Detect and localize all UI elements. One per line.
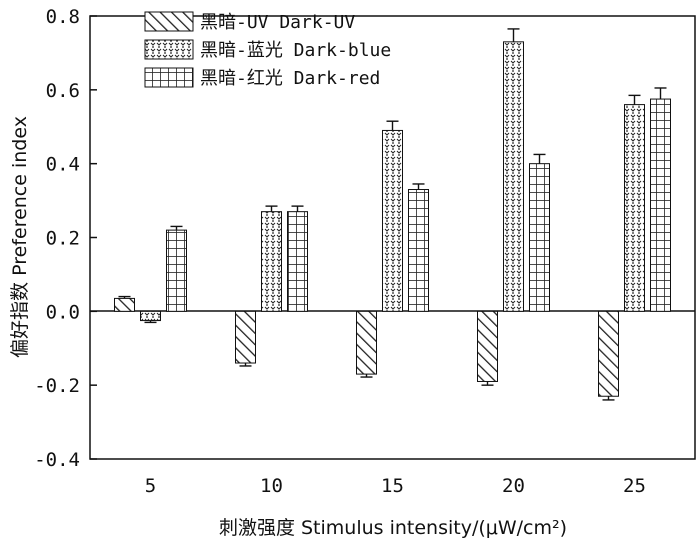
legend: 黑暗-UV Dark-UV 黑暗-蓝光 Dark-blue 黑暗-红光 Dark… bbox=[144, 11, 391, 89]
y-axis-title: 偏好指数 Preference index bbox=[9, 116, 31, 358]
legend-label-dark-blue: 黑暗-蓝光 Dark-blue bbox=[200, 40, 391, 61]
y-tick-label: 0.8 bbox=[46, 6, 80, 28]
y-tick-label: -0.4 bbox=[34, 449, 80, 471]
y-tick-label: 0.4 bbox=[46, 154, 80, 176]
x-tick-label: 5 bbox=[145, 475, 156, 497]
bar bbox=[261, 211, 282, 312]
bar bbox=[529, 163, 550, 312]
legend-swatch-dark-uv bbox=[144, 11, 194, 32]
bar bbox=[140, 310, 161, 322]
bar bbox=[598, 310, 619, 397]
bar bbox=[356, 310, 377, 375]
x-tick-label: 25 bbox=[623, 475, 646, 497]
x-tick-label: 20 bbox=[502, 475, 525, 497]
legend-label-dark-red: 黑暗-红光 Dark-red bbox=[200, 68, 380, 89]
bar bbox=[235, 310, 256, 364]
bar bbox=[477, 310, 498, 382]
bar bbox=[382, 129, 403, 312]
x-axis-title: 刺激强度 Stimulus intensity/(μW/cm²) bbox=[219, 517, 567, 539]
bar bbox=[503, 41, 524, 312]
bar bbox=[408, 189, 429, 312]
bar-series bbox=[114, 28, 671, 401]
bar bbox=[287, 211, 308, 312]
bar bbox=[650, 98, 671, 312]
y-tick-label: 0.2 bbox=[46, 228, 80, 250]
legend-swatch-dark-red bbox=[144, 67, 194, 88]
bar bbox=[624, 104, 645, 312]
x-axis-ticks: 5 10 15 20 25 bbox=[145, 475, 646, 497]
x-tick-label: 10 bbox=[260, 475, 283, 497]
bar bbox=[166, 229, 187, 312]
bar bbox=[114, 297, 135, 312]
x-tick-label: 15 bbox=[381, 475, 404, 497]
y-tick-label: -0.2 bbox=[34, 375, 80, 397]
y-tick-label: 0.0 bbox=[46, 301, 80, 323]
y-axis-ticks: -0.4 -0.2 0.0 0.2 0.4 0.6 0.8 bbox=[34, 6, 97, 471]
y-tick-label: 0.6 bbox=[46, 80, 80, 102]
legend-label-dark-uv: 黑暗-UV Dark-UV bbox=[200, 12, 355, 33]
legend-swatch-dark-blue bbox=[144, 39, 194, 60]
